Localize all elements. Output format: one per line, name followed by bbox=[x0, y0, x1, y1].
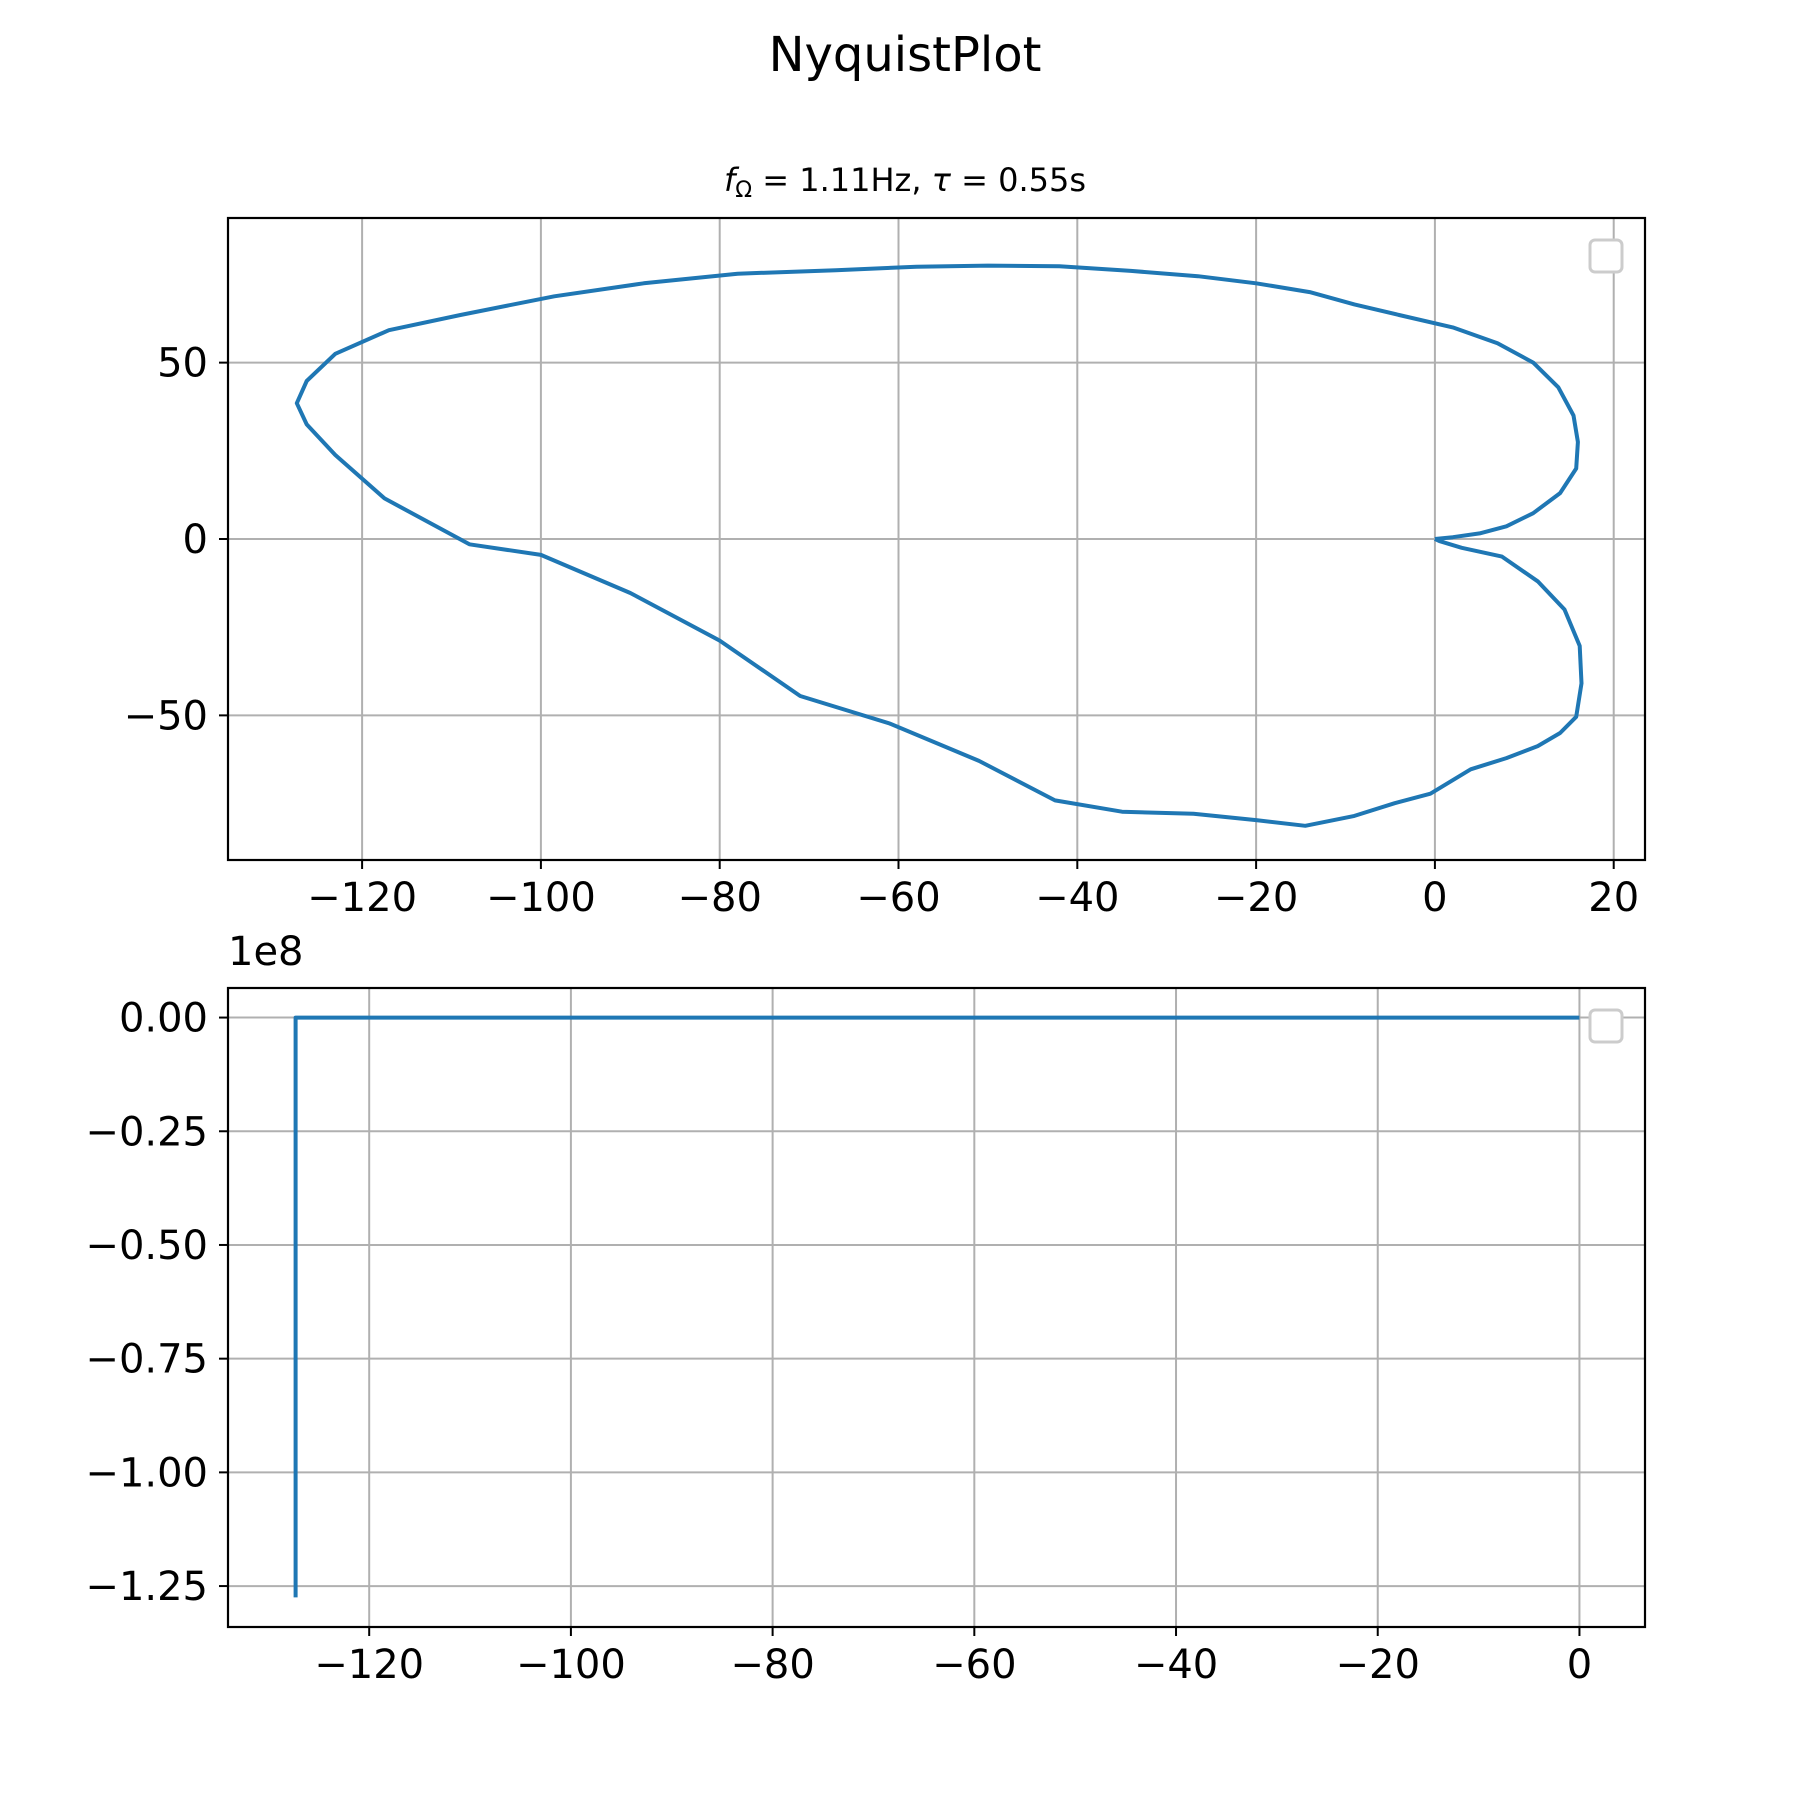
bottom-legend bbox=[1588, 1008, 1624, 1044]
top-series-line bbox=[294, 263, 1584, 828]
bottom-y-tick-label: −1.25 bbox=[85, 1564, 208, 1610]
top-x-tick-label: −80 bbox=[677, 875, 761, 921]
bottom-axes-frame bbox=[226, 986, 1647, 1629]
bottom-y-tick-label: −0.25 bbox=[85, 1109, 208, 1155]
bottom-series-line bbox=[293, 1015, 1580, 1598]
top-x-tick-label: −120 bbox=[307, 875, 417, 921]
bottom-x-tick-label: −60 bbox=[932, 1642, 1016, 1688]
y-offset-label: 1e8 bbox=[228, 929, 304, 975]
top-legend bbox=[1588, 238, 1624, 274]
bottom-y-tick-label: −1.00 bbox=[85, 1450, 208, 1496]
figure-title: NyquistPlot bbox=[769, 27, 1042, 83]
bottom-x-tick-label: 0 bbox=[1567, 1642, 1592, 1688]
title-tau-symbol: τ bbox=[932, 161, 952, 199]
bottom-x-tick-label: −80 bbox=[730, 1642, 814, 1688]
top-x-tick-label: −20 bbox=[1214, 875, 1298, 921]
bottom-y-tick-label: −0.75 bbox=[85, 1337, 208, 1383]
top-y-tick-label: −50 bbox=[124, 693, 208, 739]
bottom-x-tick-label: −40 bbox=[1134, 1642, 1218, 1688]
bottom-y-tick-label: 0.00 bbox=[119, 996, 208, 1042]
bottom-x-tick-label: −120 bbox=[314, 1642, 424, 1688]
title-f-subscript: Ω bbox=[735, 178, 752, 203]
bottom-x-tick-label: −100 bbox=[516, 1642, 626, 1688]
top-x-tick-label: −40 bbox=[1035, 875, 1119, 921]
top-y-tick-label: 0 bbox=[183, 517, 208, 563]
top-y-tick-label: 50 bbox=[157, 341, 208, 387]
top-x-tick-label: −100 bbox=[486, 875, 596, 921]
bottom-y-tick-label: −0.50 bbox=[85, 1223, 208, 1269]
top-plot-title: fΩ = 1.11Hz, τ = 0.55s bbox=[724, 161, 1086, 203]
bottom-x-tick-label: −20 bbox=[1336, 1642, 1420, 1688]
bottom-plot: −120 −100 −80 −60 −40 −20 0 0.00 −0.25 −0.50 −0.75… bbox=[85, 986, 1647, 1688]
top-x-tick-label: 0 bbox=[1422, 875, 1447, 921]
title-tau-value: = 0.55s bbox=[951, 161, 1086, 199]
top-plot: −120 −100 −80 −60 −40 −20 0 20 50 0 −50 bbox=[124, 216, 1647, 921]
title-f-value: = 1.11Hz, bbox=[752, 161, 932, 199]
top-x-tick-label: −60 bbox=[856, 875, 940, 921]
top-x-tick-label: 20 bbox=[1588, 875, 1639, 921]
